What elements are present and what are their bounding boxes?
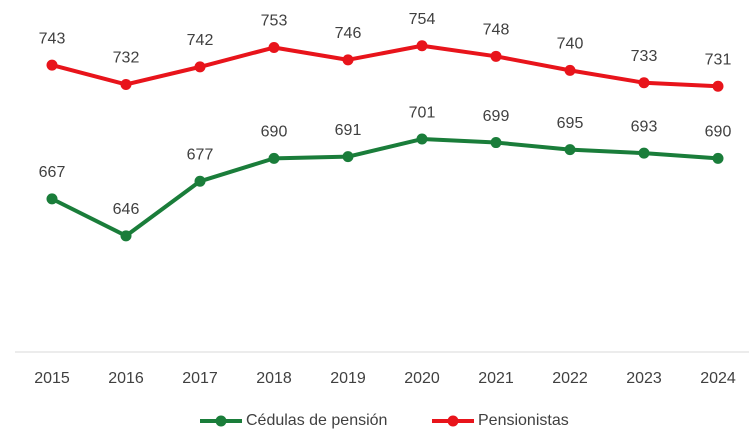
data-label: 677	[187, 146, 214, 163]
series-line	[51, 43, 719, 89]
data-label: 691	[335, 122, 362, 139]
data-point	[416, 133, 428, 145]
legend-label: Pensionistas	[478, 412, 569, 429]
x-tick-label: 2024	[700, 370, 736, 387]
data-point	[120, 78, 132, 90]
data-label: 646	[113, 201, 140, 218]
data-point	[194, 61, 206, 73]
series-line	[51, 137, 719, 238]
data-point	[638, 147, 650, 159]
legend-marker	[215, 415, 227, 427]
x-tick-label: 2019	[330, 370, 366, 387]
data-label: 740	[557, 36, 584, 53]
data-point	[120, 230, 132, 242]
data-label: 699	[483, 108, 510, 125]
x-tick-label: 2017	[182, 370, 218, 387]
data-label: 753	[261, 13, 288, 30]
data-label: 732	[113, 50, 140, 67]
data-label: 742	[187, 32, 214, 49]
data-point	[46, 193, 58, 205]
data-label: 746	[335, 25, 362, 42]
data-point	[712, 80, 724, 92]
data-label: 695	[557, 115, 584, 132]
data-label: 667	[39, 164, 66, 181]
data-point	[564, 144, 576, 156]
data-label: 731	[705, 51, 732, 68]
data-label: 743	[39, 30, 66, 47]
data-point	[46, 59, 58, 71]
data-point	[194, 175, 206, 187]
x-tick-label: 2020	[404, 370, 440, 387]
x-tick-label: 2022	[552, 370, 588, 387]
data-label: 754	[409, 11, 436, 28]
data-label: 690	[705, 124, 732, 141]
data-label: 693	[631, 118, 658, 135]
data-label: 733	[631, 48, 658, 65]
data-point	[342, 54, 354, 66]
x-tick-label: 2016	[108, 370, 144, 387]
data-point	[268, 42, 280, 54]
data-point	[712, 152, 724, 164]
x-tick-label: 2018	[256, 370, 292, 387]
data-point	[490, 137, 502, 149]
x-tick-label: 2023	[626, 370, 662, 387]
data-point	[342, 151, 354, 163]
x-tick-label: 2015	[34, 370, 70, 387]
legend-marker	[447, 415, 459, 427]
data-point	[268, 152, 280, 164]
data-point	[416, 40, 428, 52]
data-point	[564, 64, 576, 76]
x-tick-label: 2021	[478, 370, 514, 387]
data-label: 748	[483, 22, 510, 39]
data-point	[490, 50, 502, 62]
legend-label: Cédulas de pensión	[246, 412, 387, 429]
data-point	[638, 77, 650, 89]
data-label: 701	[409, 104, 436, 121]
data-label: 690	[261, 124, 288, 141]
